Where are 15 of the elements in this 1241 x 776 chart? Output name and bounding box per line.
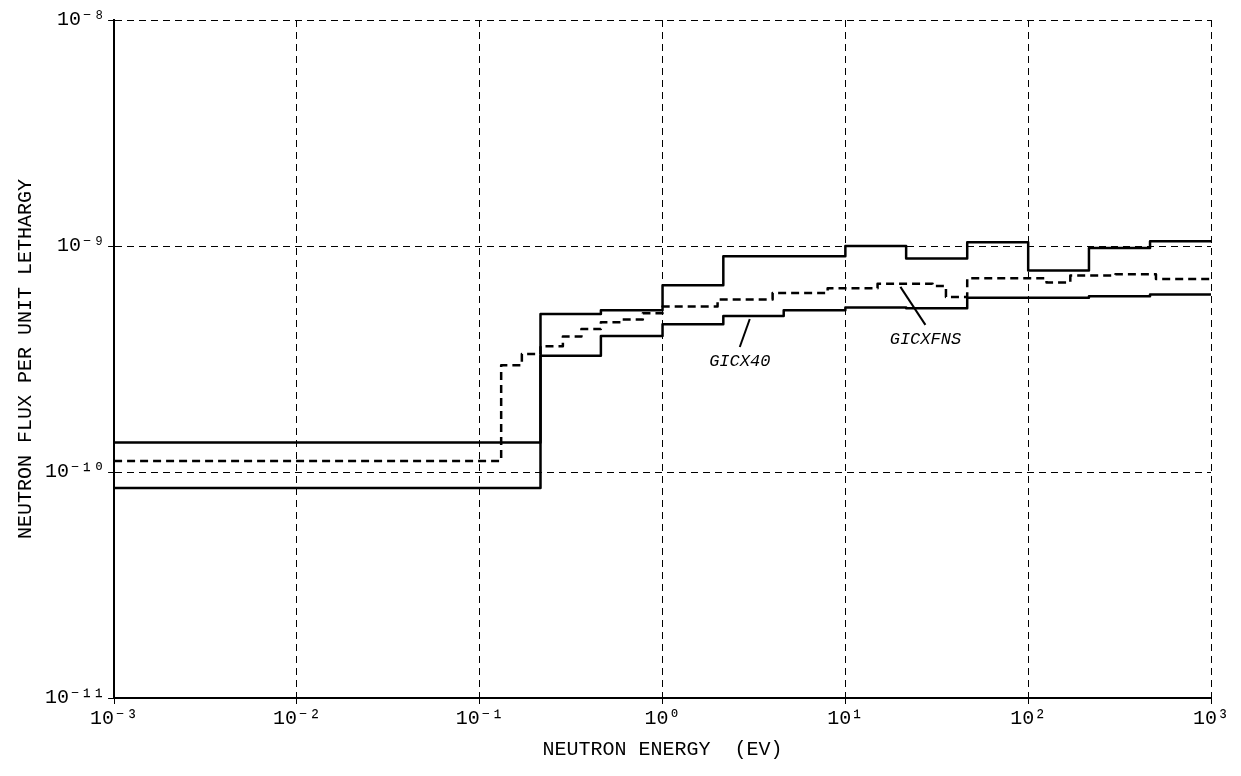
annotation: GICX40 (709, 352, 771, 372)
x-tick-label: 10³ (1192, 707, 1230, 731)
x-tick-label: 10¹ (827, 707, 864, 731)
annotation: GICXFNS (889, 329, 962, 349)
x-tick-label: 10⁻² (272, 707, 321, 731)
x-tick-label: 10⁻¹ (455, 707, 504, 731)
x-axis-title: NEUTRON ENERGY (EV) (542, 738, 783, 762)
y-tick-label: 10⁻¹⁰ (44, 460, 106, 484)
y-tick-label: 10⁻⁹ (57, 234, 106, 258)
y-axis-title: NEUTRON FLUX PER UNIT LETHARGY (14, 178, 38, 540)
x-tick-label: 10⁰ (644, 707, 681, 731)
x-tick-label: 10² (1010, 707, 1047, 731)
y-tick-label: 10⁻¹¹ (45, 686, 106, 710)
x-tick-label: 10⁻³ (90, 707, 139, 731)
y-tick-label: 10⁻⁸ (57, 8, 106, 32)
